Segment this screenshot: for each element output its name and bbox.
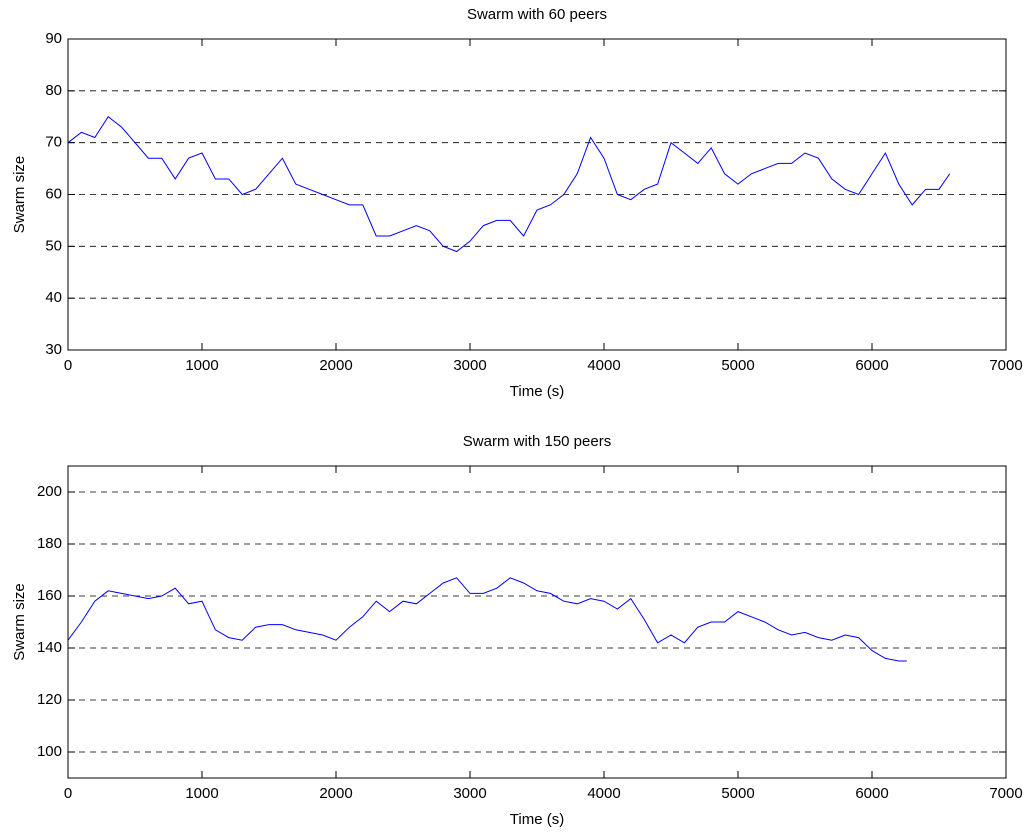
y-tick-label: 140 <box>37 639 62 656</box>
x-tick-label: 6000 <box>855 785 888 802</box>
data-line <box>67 577 907 662</box>
x-tick-label: 3000 <box>453 785 486 802</box>
x-axis-label: Time (s) <box>510 811 564 828</box>
y-tick-label: 60 <box>45 185 62 202</box>
x-tick-label: 1000 <box>185 785 218 802</box>
y-tick-label: 40 <box>45 289 62 306</box>
y-tick-label: 180 <box>37 535 62 552</box>
x-tick-label: 3000 <box>453 357 486 374</box>
x-tick-label: 4000 <box>587 357 620 374</box>
y-tick-label: 50 <box>45 237 62 254</box>
x-tick-label: 2000 <box>319 357 352 374</box>
x-tick-label: 4000 <box>587 785 620 802</box>
x-tick-label: 2000 <box>319 785 352 802</box>
x-tick-label: 5000 <box>721 785 754 802</box>
chart-title: Swarm with 60 peers <box>467 6 607 23</box>
y-tick-label: 90 <box>45 30 62 47</box>
plot-border <box>67 38 1007 351</box>
chart-title: Swarm with 150 peers <box>463 433 611 450</box>
x-axis-label: Time (s) <box>510 383 564 400</box>
y-tick-label: 160 <box>37 587 62 604</box>
y-tick-label: 100 <box>37 743 62 760</box>
y-axis-label: Swarm size <box>11 156 28 234</box>
y-tick-label: 70 <box>45 134 62 151</box>
plot-border <box>67 465 1007 779</box>
x-tick-label: 5000 <box>721 357 754 374</box>
y-tick-label: 80 <box>45 82 62 99</box>
x-tick-label: 0 <box>64 357 72 374</box>
plot-area <box>67 465 1007 779</box>
x-tick-label: 0 <box>64 785 72 802</box>
y-tick-label: 30 <box>45 341 62 358</box>
x-tick-label: 6000 <box>855 357 888 374</box>
y-tick-label: 120 <box>37 691 62 708</box>
x-tick-label: 7000 <box>989 357 1022 374</box>
y-axis-label: Swarm size <box>11 583 28 661</box>
x-tick-label: 1000 <box>185 357 218 374</box>
y-tick-label: 200 <box>37 483 62 500</box>
x-tick-label: 7000 <box>989 785 1022 802</box>
data-line <box>67 116 951 253</box>
